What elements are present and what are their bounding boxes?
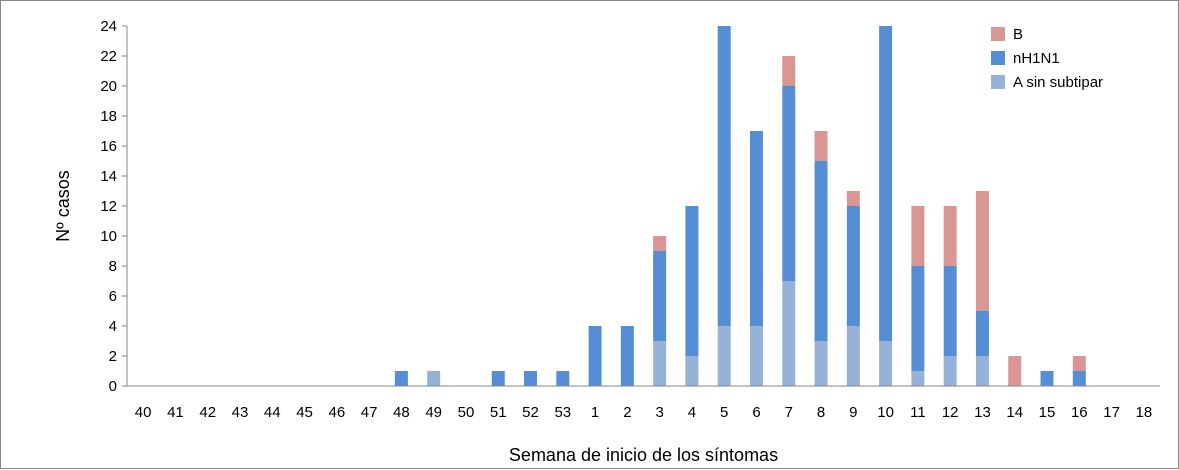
y-tick-label: 4 — [109, 318, 117, 335]
bar-segment — [911, 206, 925, 266]
y-tick-label: 24 — [100, 18, 117, 35]
x-tick-label: 40 — [135, 404, 152, 421]
bar-segment — [782, 56, 796, 86]
x-tick-label: 5 — [720, 404, 728, 421]
y-tick-label: 2 — [109, 348, 117, 365]
bar-segment — [975, 356, 989, 386]
bar-segment — [588, 326, 602, 386]
legend-label: nH1N1 — [1013, 50, 1060, 67]
y-tick-label: 6 — [109, 288, 117, 305]
legend-swatch — [991, 51, 1005, 65]
x-tick-label: 41 — [167, 404, 184, 421]
bar-segment — [879, 341, 893, 386]
bar-segment — [717, 26, 731, 326]
y-tick-label: 10 — [100, 228, 117, 245]
x-tick-label: 17 — [1103, 404, 1120, 421]
bar-segment — [975, 191, 989, 311]
x-tick-label: 4 — [688, 404, 696, 421]
bar-segment — [749, 131, 763, 326]
bar-segment — [911, 371, 925, 386]
x-tick-labels: 40 41 42 43 44 45 46 47 48 49 50 51 52 53 1 2 3 4 5 6 7 8 9 10 1… — [135, 404, 1152, 421]
y-tick-label: 12 — [100, 198, 117, 215]
x-tick-label: 9 — [849, 404, 857, 421]
x-tick-label: 16 — [1071, 404, 1088, 421]
x-tick-label: 49 — [425, 404, 442, 421]
y-tick-label: 0 — [109, 378, 117, 395]
x-tick-label: 6 — [752, 404, 760, 421]
legend-label: B — [1013, 26, 1023, 43]
x-tick-label: 14 — [1006, 404, 1023, 421]
legend-swatch — [991, 75, 1005, 89]
x-tick-label: 44 — [264, 404, 281, 421]
x-tick-label: 13 — [974, 404, 991, 421]
x-tick-label: 45 — [296, 404, 313, 421]
x-tick-label: 53 — [554, 404, 571, 421]
bar-segment — [653, 251, 667, 341]
bar-segment — [524, 371, 538, 386]
x-tick-label: 7 — [785, 404, 793, 421]
bar-segment — [782, 281, 796, 386]
bars-layer — [394, 26, 1086, 386]
bar-segment — [685, 356, 699, 386]
bar-segment — [394, 371, 408, 386]
x-tick-label: 46 — [328, 404, 345, 421]
x-tick-label: 43 — [232, 404, 249, 421]
x-tick-label: 42 — [199, 404, 216, 421]
bar-segment — [1072, 371, 1086, 386]
bar-segment — [685, 206, 699, 356]
x-tick-label: 50 — [458, 404, 475, 421]
bar-segment — [814, 161, 828, 341]
legend-swatch — [991, 27, 1005, 41]
legend-label: A sin subtipar — [1013, 74, 1103, 91]
y-tick-label: 8 — [109, 258, 117, 275]
x-tick-label: 10 — [877, 404, 894, 421]
x-tick-label: 8 — [817, 404, 825, 421]
y-tick-label: 16 — [100, 138, 117, 155]
bar-segment — [717, 326, 731, 386]
bar-segment — [427, 371, 441, 386]
bar-segment — [1040, 371, 1054, 386]
bar-segment — [653, 341, 667, 386]
bar-segment — [879, 26, 893, 341]
x-tick-label: 48 — [393, 404, 410, 421]
x-tick-label: 3 — [655, 404, 663, 421]
x-tick-label: 18 — [1136, 404, 1153, 421]
bar-segment — [749, 326, 763, 386]
bar-segment — [846, 326, 860, 386]
x-axis-title: Semana de inicio de los síntomas — [509, 445, 778, 465]
bar-segment — [846, 191, 860, 206]
bar-segment — [911, 266, 925, 371]
x-tick-label: 15 — [1039, 404, 1056, 421]
x-tick-label: 51 — [490, 404, 507, 421]
y-tick-label: 22 — [100, 48, 117, 65]
bar-segment — [814, 131, 828, 161]
x-tick-label: 12 — [942, 404, 959, 421]
bar-segment — [653, 236, 667, 251]
x-tick-label: 11 — [910, 404, 926, 421]
bar-segment — [846, 206, 860, 326]
bar-segment — [814, 341, 828, 386]
y-axis-title: Nº casos — [53, 170, 73, 242]
x-tick-label: 47 — [361, 404, 378, 421]
bar-segment — [1008, 356, 1022, 386]
x-tick-label: 1 — [591, 404, 599, 421]
bar-segment — [620, 326, 634, 386]
x-tick-label: 52 — [522, 404, 539, 421]
y-tick-label: 14 — [100, 168, 117, 185]
y-tick-label: 18 — [100, 108, 117, 125]
bar-segment — [556, 371, 570, 386]
y-tick-label: 20 — [100, 78, 117, 95]
bar-segment — [975, 311, 989, 356]
bar-segment — [943, 356, 957, 386]
bar-segment — [491, 371, 505, 386]
x-tick-label: 2 — [623, 404, 631, 421]
bar-segment — [782, 86, 796, 281]
bar-segment — [943, 266, 957, 356]
bar-segment — [943, 206, 957, 266]
bar-segment — [1072, 356, 1086, 371]
